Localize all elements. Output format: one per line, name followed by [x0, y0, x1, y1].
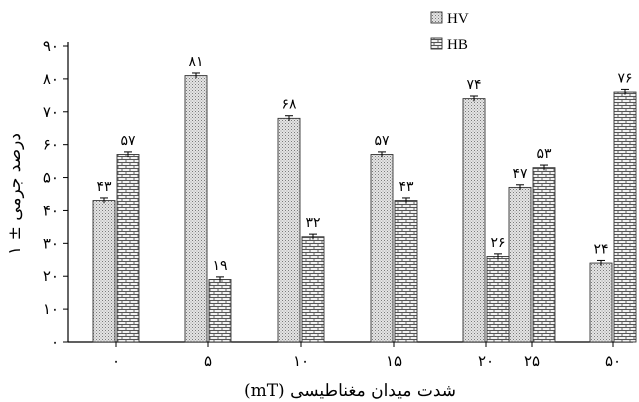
data-label: ۶۸: [281, 97, 297, 113]
y-tick-label: ۳۰: [43, 234, 59, 252]
bar-hv: [370, 154, 394, 343]
data-label: ۲۴: [593, 241, 608, 257]
x-tick-label: ۵: [204, 352, 212, 370]
bar-hb: [613, 91, 637, 343]
y-tick-label: ۸۰: [43, 70, 59, 88]
legend: HV HB: [430, 11, 469, 53]
bar-hb: [394, 200, 418, 343]
data-label: ۳۲: [305, 215, 320, 231]
data-label: ۱۹: [212, 258, 227, 274]
data-label: ۵۷: [120, 133, 136, 149]
data-label: ۸۱: [188, 54, 203, 70]
data-label: ۵۳: [536, 146, 552, 162]
x-axis-title: شدت میدان مغناطیسی (mT): [244, 381, 456, 401]
y-tick-label: ۶۰: [43, 136, 59, 154]
y-tick-label: ۰: [51, 333, 59, 351]
legend-swatch-hv: [430, 11, 443, 24]
bar-hv: [589, 262, 613, 343]
data-label: ۴۳: [96, 179, 112, 195]
bar-hv: [92, 200, 116, 343]
bar-hv: [277, 117, 301, 343]
x-tick-label: ۰: [112, 352, 120, 370]
x-tick-label: ۱۵: [386, 352, 402, 370]
bar-hb: [208, 279, 232, 343]
y-tick-label: ۵۰: [43, 169, 59, 187]
bar-hv: [462, 98, 486, 343]
bar-hv: [184, 75, 208, 343]
y-axis-title: درصد جرمی ± ۱: [5, 133, 25, 255]
x-tick-label: ۲۰: [478, 352, 494, 370]
y-tick-label: ۱۰: [43, 300, 59, 318]
legend-swatch-hb: [430, 37, 443, 50]
x-tick-label: ۲۵: [524, 352, 540, 370]
data-label: ۴۳: [398, 179, 414, 195]
x-tick-label: ۵۰: [605, 352, 621, 370]
data-label: ۷۴: [466, 77, 481, 93]
data-label: ۴۷: [512, 166, 528, 182]
bar-hb: [301, 236, 325, 343]
y-tick-label: ۴۰: [43, 201, 59, 219]
bar-hv: [508, 186, 532, 343]
legend-label-hb: HB: [447, 37, 468, 53]
x-tick-label: ۱۰: [293, 352, 309, 370]
y-tick-label: ۲۰: [43, 267, 59, 285]
y-tick-label: ۹۰: [43, 37, 59, 55]
bar-hb: [532, 167, 556, 343]
bar-hb: [116, 154, 140, 343]
data-label: ۲۶: [490, 235, 505, 251]
y-tick-label: ۷۰: [43, 103, 59, 121]
data-label: ۵۷: [374, 133, 390, 149]
legend-label-hv: HV: [447, 11, 469, 27]
data-label: ۷۶: [617, 70, 632, 86]
plot-area: ۰ ۱۰ ۲۰ ۳۰ ۴۰ ۵۰ ۶۰ ۷۰ ۸۰ ۹۰ ۰ ۵ ۱۰ ۱۵ ۲۰ ۲۵ ۵۰ ۴۳ ۸۱ ۶۸ ۵۷ ۷…: [43, 37, 637, 370]
bar-hb: [486, 256, 510, 343]
